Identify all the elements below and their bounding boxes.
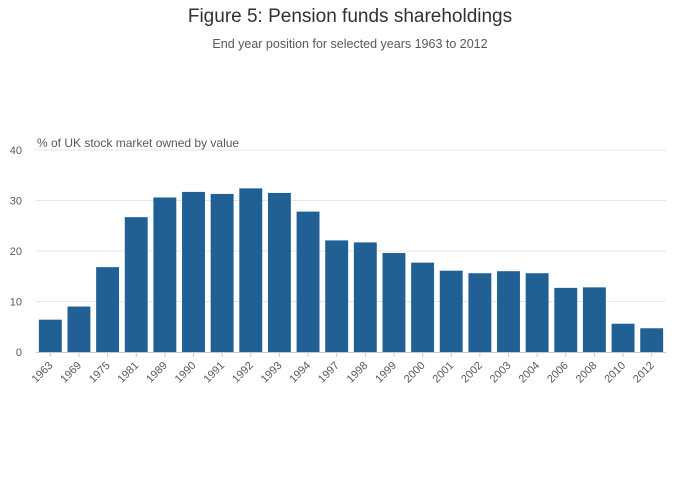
- bar: [67, 306, 91, 352]
- x-tick-label: 1998: [345, 360, 371, 386]
- bar: [382, 253, 406, 352]
- x-tick-label: 1999: [373, 360, 399, 386]
- x-tick-label: 2008: [574, 360, 600, 386]
- y-axis-label: % of UK stock market owned by value: [37, 136, 240, 150]
- bar: [210, 193, 234, 352]
- bar: [582, 287, 606, 352]
- x-tick-label: 2003: [488, 360, 514, 386]
- x-tick-label: 1997: [316, 360, 342, 386]
- chart-subtitle: End year position for selected years 196…: [212, 37, 488, 51]
- bar: [325, 240, 349, 352]
- bar: [182, 191, 205, 352]
- x-tick-label: 1989: [144, 360, 170, 386]
- x-tick-label: 1991: [201, 360, 227, 386]
- x-tick-label: 2002: [459, 360, 485, 386]
- bar: [239, 188, 263, 352]
- bar: [640, 328, 664, 352]
- bar: [153, 197, 177, 352]
- x-tick-label: 1981: [116, 360, 142, 386]
- bar: [267, 192, 291, 352]
- bar: [525, 273, 549, 352]
- bar: [38, 319, 62, 352]
- y-tick-label: 40: [10, 145, 22, 157]
- x-tick-label: 2001: [431, 360, 457, 386]
- chart-title: Figure 5: Pension funds shareholdings: [187, 6, 513, 27]
- y-tick-label: 20: [10, 246, 22, 258]
- bar: [296, 211, 320, 352]
- x-tick-label: 2000: [402, 360, 428, 386]
- x-tick-label: 1992: [230, 360, 256, 386]
- bar: [611, 323, 635, 352]
- bar: [468, 273, 492, 352]
- bar: [411, 262, 435, 352]
- x-tick-label: 1994: [287, 360, 313, 386]
- x-tick-label: 1963: [30, 360, 56, 386]
- x-tick-label: 2004: [516, 360, 542, 386]
- bar: [353, 242, 377, 352]
- x-tick-label: 1990: [173, 360, 199, 386]
- x-tick-label: 2010: [602, 360, 628, 386]
- y-tick-label: 0: [16, 347, 22, 359]
- x-tick-label: 2012: [631, 360, 657, 386]
- bar: [497, 271, 520, 352]
- bar: [96, 267, 120, 352]
- x-tick-label: 1969: [58, 360, 84, 386]
- x-tick-label: 1993: [259, 360, 285, 386]
- x-tick-label: 1975: [87, 360, 113, 386]
- bar: [439, 270, 463, 352]
- y-tick-label: 10: [10, 297, 22, 309]
- bar: [554, 287, 578, 352]
- x-tick-label: 2006: [545, 360, 571, 386]
- bar: [124, 217, 148, 352]
- y-tick-label: 30: [10, 196, 22, 208]
